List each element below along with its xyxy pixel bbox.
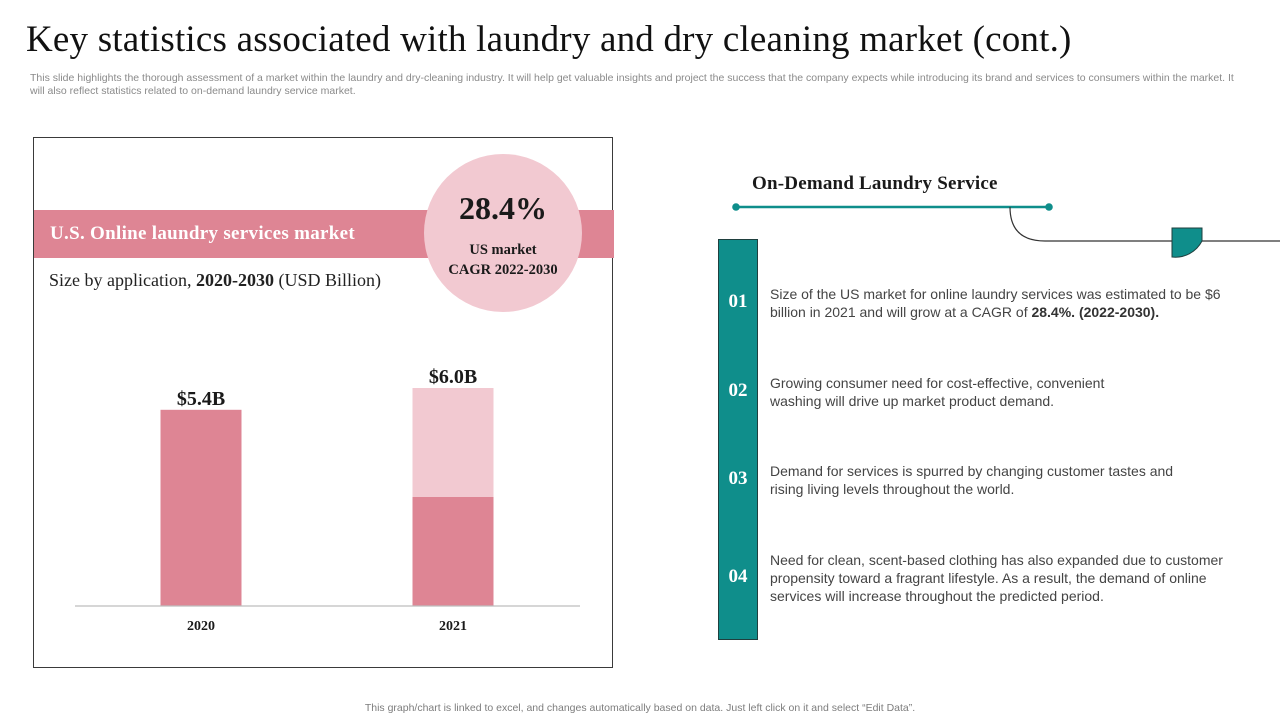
point-1-text: Size of the US market for online laundry… <box>770 286 1221 320</box>
point-number-2: 02 <box>728 380 748 401</box>
cagr-circle <box>424 154 582 312</box>
bar-2020 <box>160 409 242 606</box>
point-text-3: Demand for services is spurred by changi… <box>770 463 1174 497</box>
point-number-4: 04 <box>728 566 748 587</box>
point-number-1: 01 <box>728 291 748 312</box>
point-text-1: Size of the US market for online laundry… <box>770 285 1240 321</box>
market-band-label: U.S. Online laundry services market <box>50 223 355 244</box>
numbered-points-bar <box>718 239 758 640</box>
chart-panel <box>33 137 613 668</box>
x-tick-label-2020: 2020 <box>187 619 215 634</box>
cagr-caption-line2: CAGR 2022-2030 <box>448 262 558 278</box>
size-by-application-label: Size by application, 2020-2030 (USD Bill… <box>49 270 381 291</box>
connector-tab-shape <box>1171 227 1203 258</box>
point-1-bold: 28.4%. (2022-2030). <box>1031 304 1160 320</box>
page-subtitle: This slide highlights the thorough asses… <box>30 72 1234 97</box>
footer-note: This graph/chart is linked to excel, and… <box>364 702 916 714</box>
cagr-caption: US market CAGR 2022-2030 <box>424 240 582 280</box>
point-text-4: Need for clean, scent-based clothing has… <box>770 552 1223 604</box>
x-tick-label-2021: 2021 <box>439 619 467 634</box>
size-years: 2020-2030 <box>195 270 274 290</box>
point-text-2: Growing consumer need for cost-effective… <box>770 375 1105 409</box>
underline-dot-left <box>732 203 740 211</box>
size-unit: (USD Billion) <box>273 270 381 290</box>
bar-2021-growth <box>412 388 494 497</box>
on-demand-heading: On-Demand Laundry Service <box>752 173 998 194</box>
page-title: Key statistics associated with laundry a… <box>26 19 1072 60</box>
connector-line <box>1009 206 1280 242</box>
point-number-3: 03 <box>728 468 748 489</box>
bar-2021 <box>412 497 494 606</box>
bar-value-label-2020: $5.4B <box>177 388 225 410</box>
underline-dot-right <box>1045 203 1053 211</box>
cagr-value: 28.4% <box>459 190 547 226</box>
cagr-caption-line1: US market <box>469 242 537 258</box>
size-prefix: Size by application, <box>49 270 196 290</box>
bar-value-label-2021: $6.0B <box>429 366 477 388</box>
